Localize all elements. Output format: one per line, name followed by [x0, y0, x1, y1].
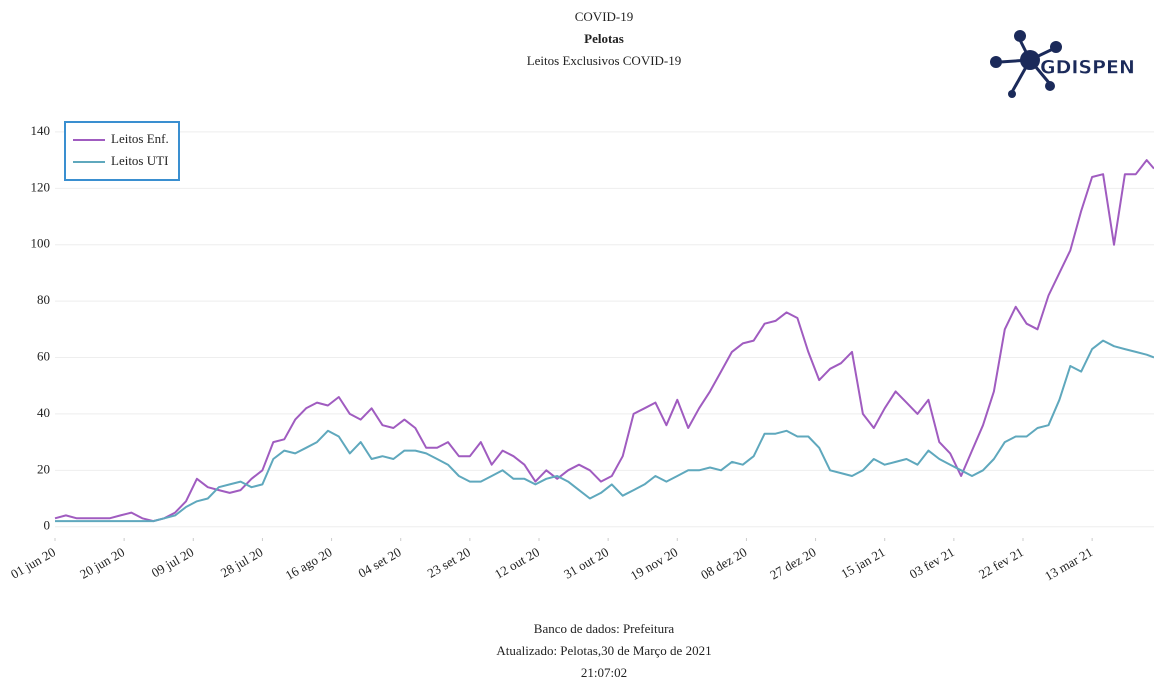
title: COVID-19 — [575, 9, 634, 24]
x-tick-label: 20 jun 20 — [77, 544, 127, 582]
x-tick-label: 19 nov 20 — [628, 544, 681, 583]
y-tick-label: 60 — [37, 349, 50, 364]
y-tick-label: 0 — [44, 518, 51, 533]
x-tick-label: 28 jul 20 — [218, 544, 266, 580]
legend-box — [64, 121, 180, 181]
logo-text: GDISPEN — [1040, 57, 1135, 79]
legend: Leitos Enf. Leitos UTI — [64, 121, 180, 181]
subtitle: Leitos Exclusivos COVID-19 — [527, 53, 682, 68]
y-tick-label: 120 — [31, 179, 51, 194]
footer: 21:07:02 — [581, 665, 627, 680]
data-line — [55, 339, 1154, 523]
y-tick-label: 80 — [37, 292, 50, 307]
x-tick-label: 15 jan 21 — [838, 544, 887, 581]
x-tick-label: 04 set 20 — [356, 544, 404, 580]
y-tick-label: 140 — [31, 123, 51, 138]
x-tick-label: 03 fev 21 — [907, 544, 957, 582]
y-tick-label: 20 — [37, 461, 50, 476]
y-tick-label: 40 — [37, 405, 50, 420]
y-tick-label: 100 — [31, 236, 51, 251]
x-tick-label: 22 fev 21 — [976, 544, 1026, 582]
x-tick-label: 31 out 20 — [561, 544, 611, 582]
subtitle: Pelotas — [584, 31, 624, 46]
x-tick-label: 27 dez 20 — [767, 544, 818, 582]
legend-label: Leitos Enf. — [111, 131, 169, 146]
logo: GDISPEN — [990, 30, 1135, 98]
legend-label: Leitos UTI — [111, 153, 168, 168]
data-line — [54, 159, 1154, 523]
x-tick-label: 12 out 20 — [492, 544, 542, 582]
x-tick-label: 16 ago 20 — [283, 544, 335, 583]
x-tick-label: 23 set 20 — [425, 544, 473, 580]
footer: Banco de dados: Prefeitura — [534, 621, 675, 636]
x-tick-label: 08 dez 20 — [698, 544, 749, 582]
x-tick-label: 13 mar 21 — [1042, 544, 1095, 583]
x-tick-label: 01 jun 20 — [8, 544, 58, 582]
footer: Atualizado: Pelotas,30 de Março de 2021 — [496, 643, 711, 658]
x-tick-label: 09 jul 20 — [149, 544, 197, 580]
